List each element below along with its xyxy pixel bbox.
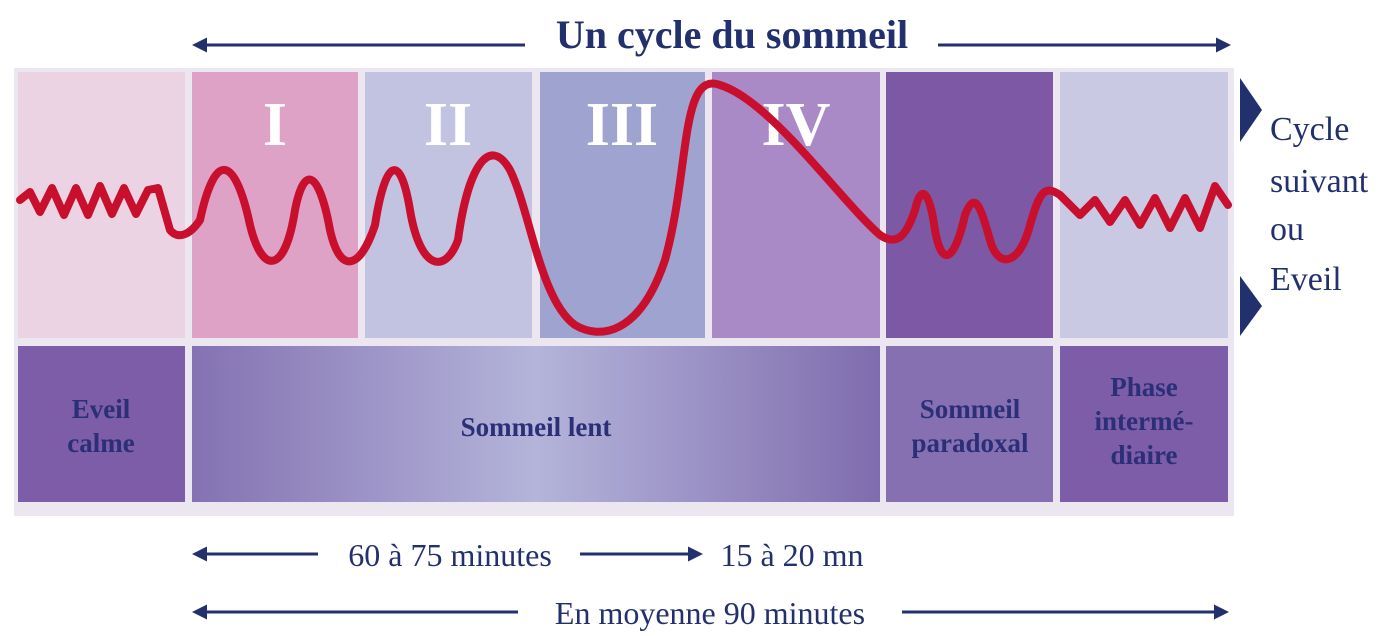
next-marker xyxy=(1240,276,1262,336)
stage-label: II xyxy=(424,91,472,159)
side-label: Cycle suivant ou Eveil xyxy=(1270,111,1369,298)
phase-label: Eveil xyxy=(72,394,131,424)
stage-numerals: I II III IV xyxy=(263,91,831,159)
stage-label: III xyxy=(586,91,658,159)
phase-labels: Eveil calme Sommeil lent Sommeil paradox… xyxy=(67,372,1193,470)
duration-slow: 60 à 75 minutes xyxy=(348,537,552,573)
side-label-line: suivant xyxy=(1270,163,1369,200)
side-label-line: Eveil xyxy=(1270,261,1342,298)
duration-paradoxal: 15 à 20 mn xyxy=(720,537,863,573)
phase-label: intermé- xyxy=(1095,406,1194,436)
column-stage-1 xyxy=(192,72,358,338)
phase-label: paradoxal xyxy=(911,428,1029,458)
column-stage-2 xyxy=(365,72,532,338)
stage-label: I xyxy=(263,91,287,159)
phase-label: Phase xyxy=(1110,372,1178,402)
phase-box-awake xyxy=(18,346,185,502)
phase-label: diaire xyxy=(1111,440,1178,470)
sleep-wave xyxy=(16,79,1232,336)
phase-label: Sommeil xyxy=(920,394,1021,424)
title: Un cycle du sommeil xyxy=(556,12,908,57)
phase-box-intermediate xyxy=(1060,346,1228,502)
phase-box-paradoxal xyxy=(886,346,1053,502)
next-marker xyxy=(1240,78,1262,142)
side-label-line: ou xyxy=(1270,211,1304,248)
phase-label: calme xyxy=(67,428,134,458)
phase-label: Sommeil lent xyxy=(461,412,612,442)
duration-average: En moyenne 90 minutes xyxy=(555,595,865,631)
phase-box-slow xyxy=(192,346,880,502)
side-label-line: Cycle xyxy=(1270,111,1349,148)
